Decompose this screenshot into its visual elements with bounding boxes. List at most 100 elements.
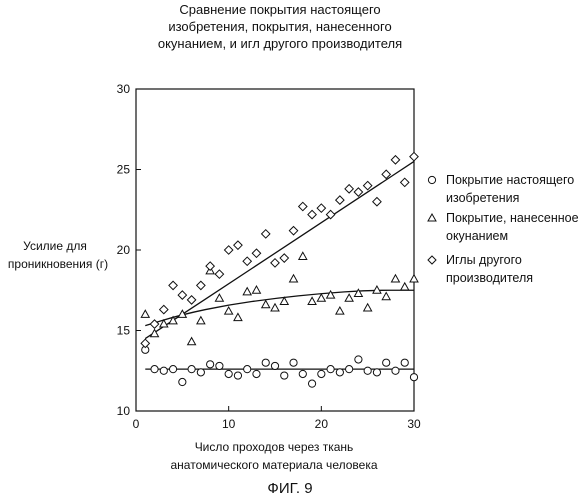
data-point-triangle-13 (252, 286, 260, 293)
data-point-circle-8 (207, 361, 214, 368)
x-tick-label-10: 10 (222, 417, 236, 431)
data-point-triangle-9 (215, 294, 223, 301)
data-point-circle-6 (188, 366, 195, 373)
data-point-diamond-10 (224, 246, 232, 254)
chart-title-line-3: окунанием, и игл другого производителя (158, 36, 402, 51)
data-point-circle-20 (318, 370, 325, 377)
legend-label-series-1-line-2: изобретения (446, 191, 519, 205)
data-point-circle-26 (373, 369, 380, 376)
legend-marker-triangle (428, 214, 436, 221)
data-point-diamond-26 (373, 198, 381, 206)
legend-label-series-1-line-1: Покрытие настоящего (446, 173, 574, 187)
data-point-diamond-30 (410, 152, 418, 160)
chart-title-line-1: Сравнение покрытия настоящего (179, 2, 380, 17)
y-axis-label-line-2: проникновения (г) (8, 257, 108, 271)
data-point-diamond-21 (326, 210, 334, 218)
data-point-diamond-5 (178, 291, 186, 299)
trend-line-series-3 (145, 161, 414, 338)
data-point-circle-3 (160, 367, 167, 374)
data-point-triangle-6 (188, 338, 196, 345)
data-point-triangle-22 (336, 307, 344, 314)
data-point-circle-24 (355, 356, 362, 363)
y-axis-label-line-1: Усилие для (23, 239, 87, 253)
data-point-triangle-19 (308, 297, 316, 304)
x-tick-label-20: 20 (315, 417, 329, 431)
data-point-circle-29 (401, 359, 408, 366)
data-point-diamond-23 (345, 185, 353, 193)
data-point-circle-11 (234, 372, 241, 379)
data-point-diamond-7 (197, 281, 205, 289)
data-point-triangle-1 (141, 310, 149, 317)
axis-ticks: 01020301015202530 (117, 82, 421, 431)
data-point-circle-13 (253, 370, 260, 377)
data-point-diamond-29 (401, 178, 409, 186)
data-point-circle-12 (244, 366, 251, 373)
data-point-diamond-18 (299, 202, 307, 210)
x-axis-label-line-1: Число проходов через ткань (195, 440, 354, 454)
trend-lines (145, 161, 414, 369)
data-point-circle-9 (216, 362, 223, 369)
data-point-triangle-25 (364, 304, 372, 311)
data-point-diamond-1 (141, 339, 149, 347)
data-point-diamond-4 (169, 281, 177, 289)
data-point-diamond-14 (262, 230, 270, 238)
data-point-diamond-25 (363, 181, 371, 189)
data-point-diamond-17 (289, 226, 297, 234)
data-point-diamond-8 (206, 262, 214, 270)
data-point-diamond-3 (160, 305, 168, 313)
legend: Покрытие настоящего изобретения Покрытие… (428, 173, 579, 285)
data-point-triangle-7 (197, 317, 205, 324)
data-point-diamond-6 (187, 296, 195, 304)
data-point-circle-2 (151, 366, 158, 373)
legend-label-series-2-line-2: окунанием (446, 229, 508, 243)
legend-marker-diamond (428, 256, 436, 264)
legend-marker-circle (428, 176, 435, 183)
y-tick-label-25: 25 (117, 163, 131, 177)
data-point-circle-30 (410, 374, 417, 381)
data-point-circle-5 (179, 378, 186, 385)
legend-label-series-2-line-1: Покрытие, нанесенное (446, 211, 579, 225)
data-point-diamond-15 (271, 259, 279, 267)
data-point-diamond-22 (336, 196, 344, 204)
data-point-circle-28 (392, 367, 399, 374)
y-tick-label-30: 30 (117, 82, 131, 96)
data-point-diamond-11 (234, 241, 242, 249)
data-point-diamond-9 (215, 270, 223, 278)
data-point-circle-7 (197, 369, 204, 376)
data-point-circle-25 (364, 367, 371, 374)
data-point-triangle-14 (262, 301, 270, 308)
data-point-circle-14 (262, 359, 269, 366)
data-point-circle-4 (169, 366, 176, 373)
data-point-circle-18 (299, 370, 306, 377)
y-tick-label-15: 15 (117, 324, 131, 338)
data-point-diamond-12 (243, 257, 251, 265)
data-point-circle-15 (271, 362, 278, 369)
data-point-triangle-23 (345, 294, 353, 301)
data-point-triangle-30 (410, 275, 418, 282)
legend-label-series-3-line-2: производителя (446, 271, 533, 285)
data-point-circle-27 (383, 359, 390, 366)
data-point-triangle-20 (317, 294, 325, 301)
data-points (141, 152, 418, 387)
data-point-circle-22 (336, 369, 343, 376)
data-point-circle-10 (225, 370, 232, 377)
y-tick-label-20: 20 (117, 243, 131, 257)
data-point-triangle-21 (327, 291, 335, 298)
data-point-diamond-28 (391, 156, 399, 164)
x-tick-label-0: 0 (133, 417, 140, 431)
data-point-triangle-10 (225, 307, 233, 314)
figure-label: ФИГ. 9 (267, 480, 312, 497)
data-point-circle-16 (281, 372, 288, 379)
y-tick-label-10: 10 (117, 404, 131, 418)
data-point-diamond-24 (354, 188, 362, 196)
data-point-circle-19 (308, 380, 315, 387)
data-point-triangle-16 (280, 297, 288, 304)
data-point-diamond-20 (317, 204, 325, 212)
data-point-circle-17 (290, 359, 297, 366)
data-point-circle-23 (346, 366, 353, 373)
data-point-triangle-28 (391, 275, 399, 282)
x-axis-label-line-2: анатомического материала человека (171, 458, 378, 472)
chart-title-line-2: изобретения, покрытия, нанесенного (168, 19, 391, 34)
data-point-diamond-13 (252, 249, 260, 257)
